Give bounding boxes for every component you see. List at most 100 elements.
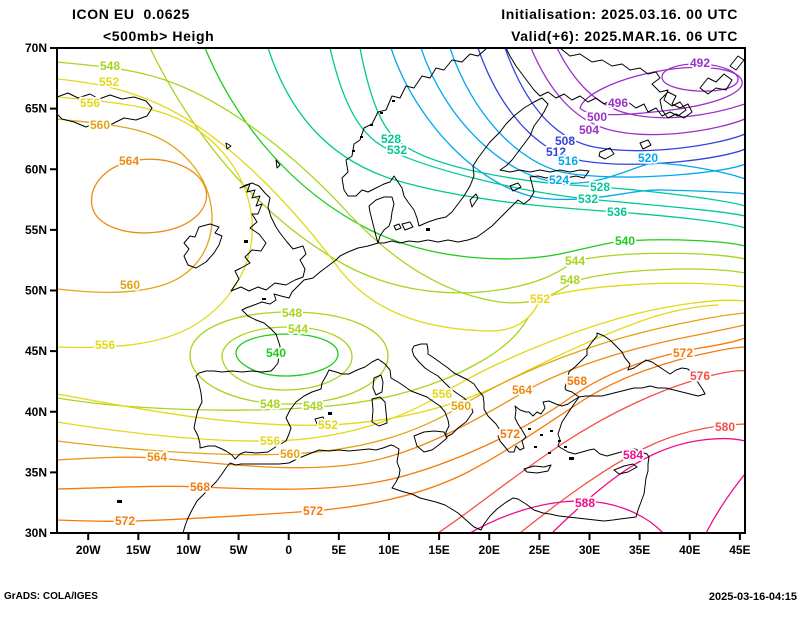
contour-label: 576 <box>690 369 710 383</box>
contour-line <box>556 48 745 119</box>
contour-label: 536 <box>607 205 627 219</box>
coastline <box>314 416 326 425</box>
axis-label: 45E <box>729 543 750 557</box>
contour-label: 588 <box>575 496 595 510</box>
contour-line <box>57 312 745 456</box>
contour-label: 564 <box>119 154 139 168</box>
contour-line <box>57 78 745 332</box>
contour-line <box>235 333 339 377</box>
contour-label: 552 <box>318 418 338 432</box>
contour-label: 532 <box>387 143 407 157</box>
contour-line <box>90 158 208 234</box>
contour-line <box>57 118 213 294</box>
axis-label: 35E <box>629 543 650 557</box>
axis-label: 35N <box>25 465 47 479</box>
axis-label: 30E <box>579 543 600 557</box>
grads-credit: GrADS: COLA/IGES <box>4 591 98 602</box>
contour-line <box>530 48 745 136</box>
contour-line <box>661 63 739 92</box>
init-time: Initialisation: 2025.03.16. 00 UTC <box>501 6 738 22</box>
axis-label: 15W <box>126 543 151 557</box>
contour-line <box>519 423 745 533</box>
coastline <box>193 242 580 460</box>
contour-line <box>57 324 745 469</box>
contour-label: 504 <box>579 123 599 137</box>
contour-label: 508 <box>555 134 575 148</box>
contour-label: 496 <box>608 96 628 110</box>
coastline <box>598 147 615 160</box>
contour-label: 548 <box>260 397 280 411</box>
contour-line <box>469 500 664 533</box>
contour-label: 528 <box>381 132 401 146</box>
contour-line <box>449 48 745 178</box>
contour-line <box>57 61 745 304</box>
axis-label: 20W <box>76 543 101 557</box>
axis-label: 25E <box>529 543 550 557</box>
contour-label: 528 <box>590 180 610 194</box>
contour-label: 516 <box>558 154 578 168</box>
axis-label: 5E <box>332 543 347 557</box>
contour-label: 580 <box>715 420 735 434</box>
axis-label: 50N <box>25 284 47 298</box>
contour-label: 544 <box>288 322 308 336</box>
contour-lines <box>57 48 745 533</box>
axis-label: 55N <box>25 223 47 237</box>
contour-label: 560 <box>280 447 300 461</box>
contour-line <box>149 48 745 294</box>
contour-label: 564 <box>147 450 167 464</box>
contour-label: 572 <box>115 514 135 528</box>
contour-label: 532 <box>578 192 598 206</box>
coastline <box>659 91 693 119</box>
axis-label: 30N <box>25 526 47 540</box>
axis-label: 60N <box>25 162 47 176</box>
contour-line <box>437 370 745 533</box>
contour-line <box>705 473 745 533</box>
coastline <box>564 332 706 398</box>
contour-label: 572 <box>500 427 520 441</box>
contour-line <box>204 48 745 260</box>
axis-label: 40E <box>679 543 700 557</box>
contour-label: 552 <box>99 75 119 89</box>
axis-label: 15E <box>428 543 449 557</box>
contour-line <box>57 304 719 426</box>
contour-line <box>477 48 745 165</box>
coastline <box>699 73 733 95</box>
contour-line <box>551 438 745 533</box>
island-specks <box>117 100 574 503</box>
contour-line <box>57 96 253 349</box>
axis-label: 10W <box>176 543 201 557</box>
contour-label: 548 <box>560 273 580 287</box>
axis-label: 65N <box>25 102 47 116</box>
contour-label: 556 <box>95 338 115 352</box>
creation-timestamp: 2025-03-16-04:15 <box>708 591 797 603</box>
coastline <box>639 139 652 150</box>
contour-label: 548 <box>303 399 323 413</box>
contour-line <box>420 48 745 184</box>
coastline <box>225 142 232 150</box>
contour-line <box>57 317 529 411</box>
contour-label: 556 <box>80 96 100 110</box>
coastline <box>401 221 414 231</box>
axis-label: 45N <box>25 344 47 358</box>
contour-label: 568 <box>567 374 587 388</box>
contour-label: 492 <box>690 56 710 70</box>
contour-label: 548 <box>282 306 302 320</box>
coastline <box>57 92 153 128</box>
axis-ticks: 70N 65N 60N 55N 50N 45N 40N 35N 30N 20W 15W 10W 5W 0 5… <box>25 41 751 557</box>
contour-label: 556 <box>260 434 280 448</box>
coastline <box>230 182 307 292</box>
coastline <box>613 463 638 475</box>
coastline <box>183 223 223 269</box>
axis-label: 70N <box>25 41 47 55</box>
coastline <box>523 464 552 474</box>
contour-label: 584 <box>623 448 643 462</box>
level-title: <500mb> Heigh <box>103 28 215 44</box>
contour-label: 560 <box>120 278 140 292</box>
contour-line <box>189 311 389 405</box>
coastlines <box>57 48 745 533</box>
axis-label: 20E <box>479 543 500 557</box>
axis-label: 10E <box>378 543 399 557</box>
axis-label: 40N <box>25 405 47 419</box>
